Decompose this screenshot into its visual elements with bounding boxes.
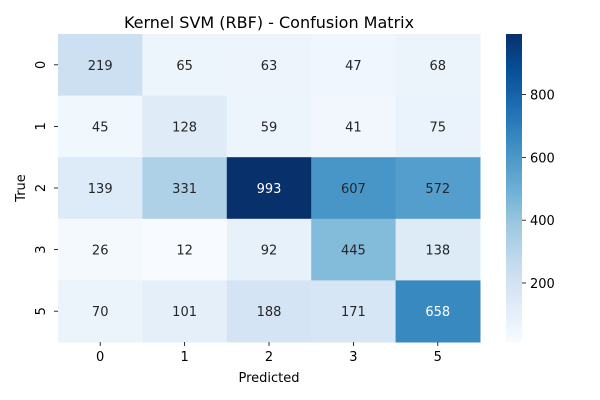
cell-value-label: 445	[341, 244, 366, 259]
heatmap-cell	[58, 157, 143, 220]
cell-value-label: 26	[92, 244, 109, 259]
y-tick-label: 0	[34, 61, 49, 69]
cell-value-label: 70	[92, 305, 109, 320]
heatmap-cell	[311, 34, 397, 97]
heatmap-cell	[142, 157, 228, 220]
colorbar-tick-label: 600	[530, 151, 555, 166]
cell-value-label: 47	[345, 59, 362, 74]
x-tick-label: 5	[434, 350, 442, 365]
heatmap-cell	[226, 157, 312, 220]
cell-value-label: 138	[425, 244, 450, 259]
colorbar: 200 400 600 800	[506, 34, 555, 342]
heatmap-cell	[226, 34, 312, 97]
chart-title: Kernel SVM (RBF) - Confusion Matrix	[124, 13, 414, 32]
heatmap-cell	[395, 34, 481, 97]
cell-value-label: 658	[425, 305, 450, 320]
cell-value-label: 65	[176, 59, 193, 74]
colorbar-tick-label: 400	[530, 214, 555, 229]
heatmap-cell	[226, 95, 312, 158]
x-axis: 0 1 2 3 5	[96, 342, 442, 365]
colorbar-tick-label: 800	[530, 89, 555, 104]
heatmap-cell	[311, 157, 397, 220]
y-axis: 0 1 2 3 5	[34, 61, 58, 315]
cell-value-label: 101	[172, 305, 197, 320]
heatmap-cell	[395, 95, 481, 158]
x-tick-label: 1	[180, 350, 188, 365]
y-tick-label: 2	[34, 184, 49, 192]
cell-value-label: 59	[261, 120, 278, 135]
heatmap-cell	[142, 280, 228, 343]
heatmap-cell	[395, 280, 481, 343]
cell-value-label: 128	[172, 120, 197, 135]
cell-value-label: 75	[430, 120, 447, 135]
heatmap-cell	[311, 95, 397, 158]
heatmap-cell	[311, 280, 397, 343]
heatmap-cell	[226, 280, 312, 343]
heatmap-cell	[395, 157, 481, 220]
cell-value-label: 993	[257, 182, 282, 197]
colorbar-tick-label: 200	[530, 277, 555, 292]
x-tick-label: 0	[96, 350, 104, 365]
heatmap-cell	[142, 95, 228, 158]
cell-value-label: 572	[425, 182, 450, 197]
heatmap-cell	[395, 218, 481, 281]
y-tick-label: 3	[34, 245, 49, 253]
cell-value-label: 219	[88, 59, 113, 74]
y-axis-label: True	[14, 174, 29, 203]
cell-value-label: 607	[341, 182, 366, 197]
heatmap-cells: 219 65 63 47 68 45 128 59 41 75 139 331 993 607 572 26 1…	[58, 34, 481, 343]
cell-value-label: 63	[261, 59, 278, 74]
y-tick-label: 1	[34, 122, 49, 130]
cell-value-label: 92	[261, 244, 278, 259]
cell-value-label: 45	[92, 120, 109, 135]
cell-value-label: 41	[345, 120, 362, 135]
cell-value-label: 139	[88, 182, 113, 197]
heatmap-cell	[226, 218, 312, 281]
y-tick-label: 5	[34, 307, 49, 315]
heatmap-cell	[58, 218, 143, 281]
heatmap-cell	[311, 218, 397, 281]
x-tick-label: 3	[349, 350, 357, 365]
heatmap-cell	[58, 34, 143, 97]
cell-value-label: 331	[172, 182, 197, 197]
cell-value-label: 68	[430, 59, 447, 74]
cell-value-label: 188	[257, 305, 282, 320]
heatmap-cell	[142, 34, 228, 97]
colorbar-gradient	[506, 34, 522, 342]
heatmap-cell	[58, 280, 143, 343]
heatmap-cell	[142, 218, 228, 281]
cell-value-label: 12	[176, 244, 193, 259]
x-axis-label: Predicted	[238, 371, 299, 386]
cell-value-label: 171	[341, 305, 366, 320]
x-tick-label: 2	[265, 350, 273, 365]
heatmap-cell	[58, 95, 143, 158]
